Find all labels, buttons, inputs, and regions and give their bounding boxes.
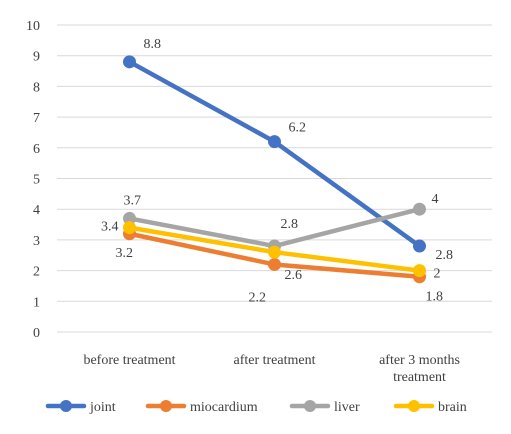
data-labels: 8.8 6.2 2.8 3.2 2.2 1.8 3.7 2.8 4 3.4 2.6 2: [101, 37, 453, 306]
y-axis-ticks: 0 1 2 3 4 5 6 7 8 9 10: [26, 19, 40, 341]
y-tick-label: 9: [33, 50, 40, 65]
y-tick-label: 0: [33, 326, 40, 341]
legend-label-joint: joint: [89, 400, 116, 415]
data-point-brain: [268, 245, 281, 259]
y-tick-label: 5: [33, 173, 40, 188]
legend-label-brain: brain: [438, 400, 467, 415]
legend-label-liver: liver: [334, 400, 360, 415]
y-tick-label: 8: [33, 80, 40, 95]
data-label-joint: 6.2: [289, 121, 307, 136]
legend: joint miocardium liver brain: [45, 400, 467, 415]
data-label-miocardium: 3.2: [116, 246, 134, 261]
data-point-brain: [413, 264, 426, 278]
data-label-brain: 3.4: [101, 220, 119, 235]
data-point-brain: [123, 221, 136, 235]
y-tick-label: 7: [33, 111, 40, 126]
data-point-joint: [268, 135, 281, 149]
legend-swatch-marker-liver: [304, 400, 316, 412]
data-label-liver: 3.7: [124, 193, 142, 208]
y-tick-label: 3: [33, 234, 40, 249]
legend-label-miocardium: miocardium: [190, 400, 258, 415]
data-point-liver: [123, 211, 136, 225]
gridlines: [57, 24, 492, 333]
x-axis-ticks: before treatment after treatment after 3 m…: [83, 353, 460, 385]
y-tick-label: 1: [33, 295, 40, 310]
data-label-liver: 2.8: [281, 217, 299, 232]
data-point-joint: [123, 55, 136, 69]
data-label-miocardium: 1.8: [426, 290, 444, 305]
x-tick-label: after 3 months treatment: [379, 353, 460, 385]
data-point-liver: [413, 202, 426, 216]
data-point-joint: [413, 239, 426, 253]
data-label-brain: 2.6: [285, 268, 303, 283]
y-tick-label: 6: [33, 142, 40, 157]
y-tick-label: 10: [26, 19, 40, 34]
x-tick-label: before treatment: [83, 353, 175, 368]
data-label-joint: 8.8: [144, 37, 162, 52]
series-lines: [123, 55, 426, 284]
data-point-miocardium: [268, 257, 281, 271]
x-tick-label: after treatment: [233, 353, 315, 368]
y-tick-label: 2: [33, 265, 40, 280]
data-label-miocardium: 2.2: [249, 290, 267, 305]
data-label-joint: 2.8: [436, 248, 454, 263]
data-label-liver: 4: [432, 192, 439, 207]
legend-swatch-marker-joint: [60, 400, 72, 412]
legend-swatch-marker-miocardium: [160, 400, 172, 412]
y-tick-label: 4: [33, 203, 40, 218]
legend-swatch-marker-brain: [408, 400, 420, 412]
data-label-brain: 2: [434, 267, 441, 282]
